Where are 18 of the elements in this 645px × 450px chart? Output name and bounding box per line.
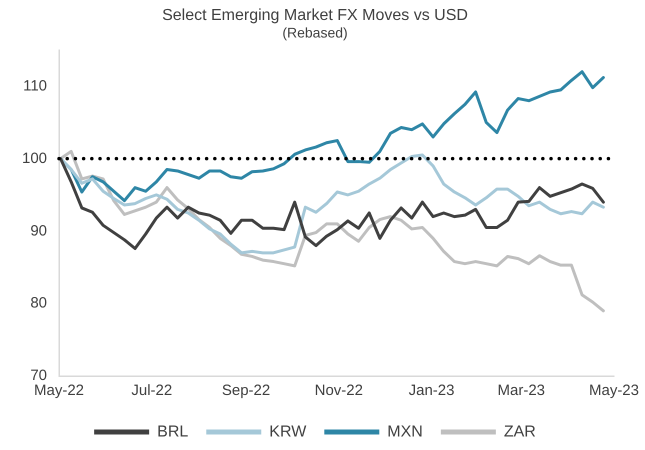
y-tick-label: 100 bbox=[22, 150, 48, 167]
x-tick-label: Mar-23 bbox=[497, 382, 545, 400]
x-tick-label: Jan-23 bbox=[408, 382, 454, 400]
x-tick-label: Sep-22 bbox=[222, 382, 270, 400]
legend-label: ZAR bbox=[504, 423, 536, 440]
x-tick-label: May-22 bbox=[34, 382, 84, 400]
y-tick-label: 80 bbox=[30, 294, 48, 312]
chart-title: Select Emerging Market FX Moves vs USD bbox=[162, 7, 468, 24]
x-tick-label: May-23 bbox=[588, 382, 640, 400]
y-tick-label: 70 bbox=[30, 367, 48, 384]
chart-subtitle: (Rebased) bbox=[282, 24, 348, 40]
y-tick-label: 90 bbox=[30, 222, 48, 240]
x-tick-label: Nov-22 bbox=[314, 382, 363, 400]
legend-label: BRL bbox=[157, 423, 188, 440]
x-tick-label: Jul-22 bbox=[131, 382, 172, 400]
legend-label: KRW bbox=[269, 423, 308, 440]
y-tick-label: 110 bbox=[23, 77, 48, 94]
legend-label: MXN bbox=[387, 423, 423, 440]
